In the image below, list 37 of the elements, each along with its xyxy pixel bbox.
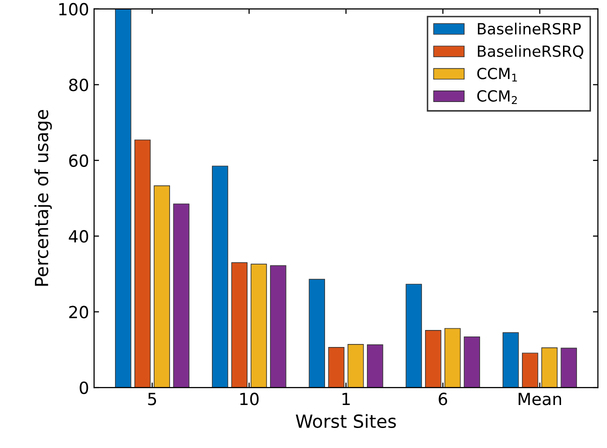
bar — [231, 262, 248, 388]
legend-label: CCM$_{2}$ — [477, 90, 517, 104]
legend-label: CCM$_{1}$ — [477, 68, 517, 82]
x-tick-label: Mean — [518, 392, 562, 406]
bar — [173, 204, 190, 388]
bar — [522, 352, 538, 388]
bar — [270, 265, 286, 388]
y-tick-label: 100 — [59, 2, 88, 16]
bar — [464, 336, 480, 388]
legend-label: BaselineRSRQ — [478, 45, 584, 59]
y-tick-label: 20 — [69, 306, 88, 318]
x-axis-title: Worst Sites — [296, 414, 396, 428]
bar — [444, 328, 461, 388]
bar — [115, 8, 132, 388]
x-tick-label: 10 — [240, 392, 259, 406]
x-tick-label: 5 — [148, 392, 156, 406]
bar — [541, 347, 558, 388]
bar — [560, 348, 577, 388]
bar — [348, 344, 364, 388]
bar — [328, 347, 344, 388]
bar — [406, 284, 422, 388]
bar — [154, 185, 170, 388]
bar — [425, 330, 442, 388]
y-tick-label: 80 — [69, 78, 88, 92]
bar — [366, 344, 384, 388]
y-tick-label: 0 — [80, 381, 88, 394]
bar — [308, 278, 326, 388]
bar — [502, 332, 519, 388]
x-tick-label: 6 — [438, 392, 448, 406]
y-axis-title: Percentaje of usage — [34, 110, 52, 286]
bar — [212, 166, 228, 388]
legend-label: BaselineRSRP — [478, 22, 581, 35]
y-tick-label: 60 — [69, 154, 88, 167]
y-tick-label: 40 — [68, 230, 88, 243]
x-tick-label: 1 — [342, 392, 350, 406]
bar — [134, 140, 151, 388]
bar — [250, 264, 267, 388]
